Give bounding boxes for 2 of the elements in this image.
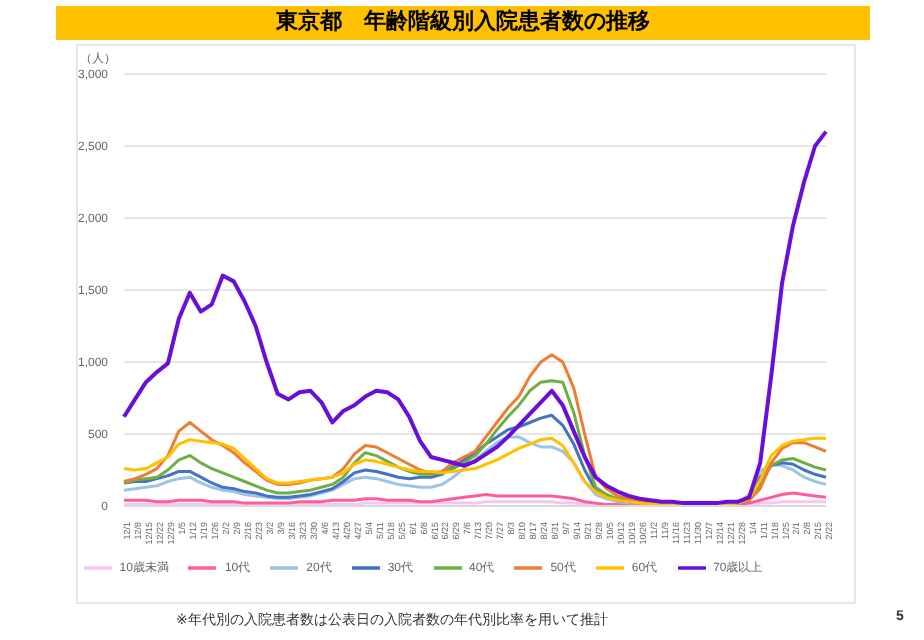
- chart-title: 東京都 年齢階級別入院患者数の推移: [56, 6, 870, 40]
- line-series: [122, 129, 828, 506]
